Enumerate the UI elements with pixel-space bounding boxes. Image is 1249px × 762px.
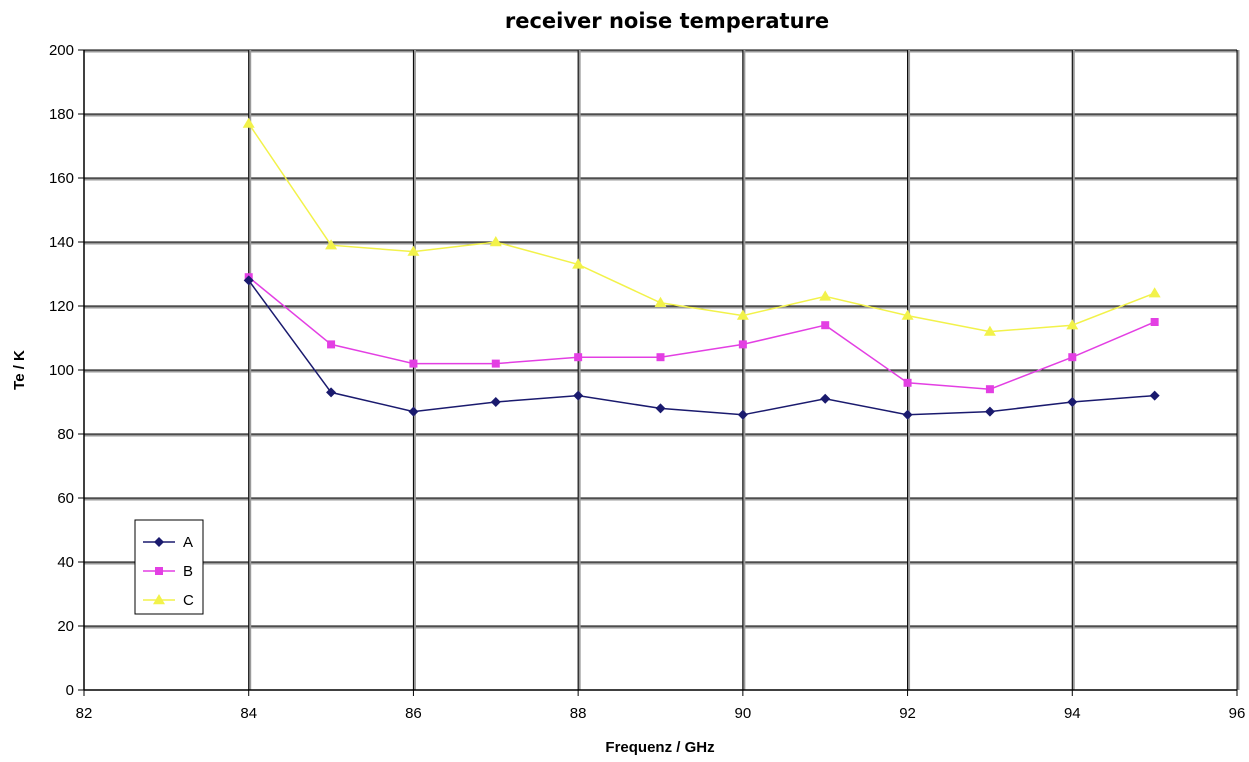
legend-box (134, 519, 204, 615)
data-point-c (1148, 287, 1161, 298)
data-point-b (491, 359, 500, 368)
y-tick-label: 140 (49, 234, 74, 251)
data-point-b (738, 340, 747, 349)
legend-label: A (183, 534, 193, 551)
data-point-a (1149, 390, 1160, 401)
data-point-a (984, 406, 995, 417)
series-b (244, 273, 1159, 394)
data-point-c (901, 309, 914, 320)
legend-marker (153, 594, 165, 605)
series-a (243, 275, 1160, 420)
data-point-b (1150, 318, 1159, 326)
data-point-a (655, 403, 666, 414)
data-point-c (736, 309, 749, 320)
x-tick-label: 82 (76, 705, 93, 722)
data-point-c (325, 239, 338, 250)
y-tick-label: 80 (57, 426, 74, 443)
data-point-b (821, 321, 830, 330)
data-point-c (242, 117, 255, 128)
legend: ABC (134, 519, 204, 615)
data-point-c (407, 245, 420, 256)
data-point-b (985, 385, 994, 394)
legend-marker (155, 567, 163, 575)
y-tick-label: 60 (57, 490, 74, 507)
x-tick-label: 88 (570, 705, 587, 722)
legend-item-a: A (143, 534, 193, 551)
legend-marker (154, 537, 164, 547)
data-point-a (573, 390, 584, 401)
data-point-a (326, 387, 337, 398)
y-tick-label: 180 (49, 106, 74, 123)
legend-label: C (183, 592, 194, 609)
data-point-a (490, 397, 501, 407)
x-axis-label: Frequenz / GHz (605, 739, 714, 756)
axes (78, 49, 1238, 696)
y-tick-label: 20 (57, 618, 74, 635)
y-tick-label: 0 (66, 682, 74, 699)
series-line-c (248, 123, 1155, 333)
x-tick-label: 92 (899, 705, 916, 722)
legend-label: B (183, 563, 193, 580)
data-point-a (820, 393, 831, 404)
data-point-b (1068, 353, 1077, 362)
data-point-b (903, 378, 912, 387)
data-point-c (1066, 319, 1079, 330)
y-axis-label: Te / K (11, 350, 28, 390)
chart-title: receiver noise temperature (505, 9, 829, 33)
data-point-b (656, 353, 665, 362)
x-tick-label: 90 (735, 705, 752, 722)
data-point-a (1067, 397, 1078, 407)
data-point-c (983, 325, 996, 336)
x-tick-label: 86 (405, 705, 422, 722)
data-point-c (654, 296, 667, 307)
data-point-c (489, 236, 502, 247)
data-point-c (819, 290, 832, 301)
y-tick-label: 160 (49, 170, 74, 187)
x-tick-label: 94 (1064, 705, 1081, 722)
tick-labels: 0 20 40 60 80 100 120 140 160 180 200 82 84 86 88 90 92 9… (49, 42, 1245, 722)
y-tick-label: 200 (49, 42, 74, 59)
data-point-a (243, 275, 254, 286)
data-point-b (327, 340, 336, 349)
legend-item-b: B (143, 563, 193, 580)
y-tick-label: 120 (49, 298, 74, 315)
series-line-a (248, 279, 1155, 416)
y-tick-label: 40 (57, 554, 74, 571)
data-point-a (737, 409, 748, 420)
series-c (242, 117, 1161, 336)
data-point-c (572, 258, 585, 269)
data-point-a (408, 406, 419, 417)
series-line-b (248, 276, 1155, 390)
series-layer (242, 117, 1161, 420)
legend-item-c: C (143, 592, 194, 609)
data-point-b (409, 359, 418, 368)
x-tick-label: 84 (240, 705, 257, 722)
y-tick-label: 100 (49, 362, 74, 379)
data-point-b (574, 353, 583, 362)
x-tick-label: 96 (1229, 705, 1246, 722)
data-point-a (902, 409, 913, 420)
grid-lines (84, 49, 1240, 690)
